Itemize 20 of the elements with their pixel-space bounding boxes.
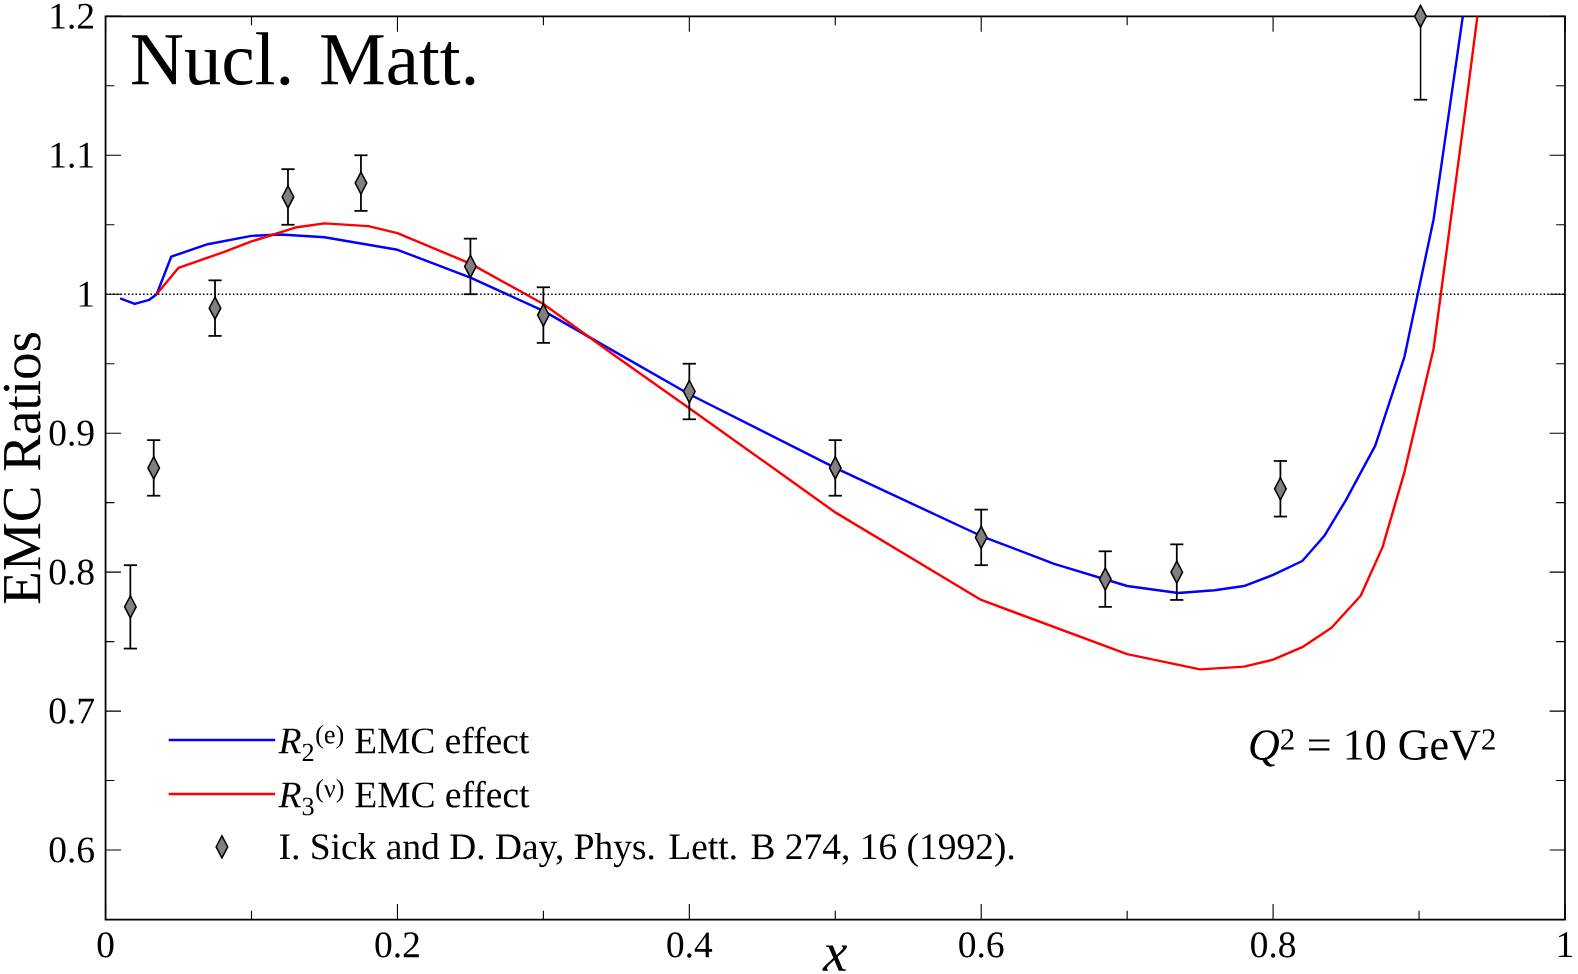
x-tick-label: 0.2 — [375, 932, 419, 958]
x-tick-label: 0.4 — [667, 932, 713, 958]
y-tick-label: 0.8 — [49, 559, 94, 585]
y-tick-label: 0.7 — [49, 698, 94, 724]
y-tick-label: 1.1 — [51, 142, 93, 168]
legend-label: R$_{3}$$^{(ν)}$ EMC effect — [278, 778, 530, 816]
legend-label: I. Sick and D. Day, Phys. Lett. B 274, 16 (1992). — [279, 832, 1014, 867]
x-tick-label: 1 — [1558, 932, 1573, 957]
x-axis-title: x — [822, 945, 848, 971]
annotation: Nucl. Matt. — [132, 32, 475, 86]
legend-label: R$_{2}$$^{(e)}$ EMC effect — [278, 724, 530, 761]
annotation: Q$^{2}$ = 10 GeV$^{2}$ — [1250, 728, 1495, 767]
y-tick-label: 1.2 — [51, 3, 93, 29]
x-tick-label: 0 — [97, 932, 114, 958]
y-tick-label: 0.6 — [49, 837, 94, 863]
y-axis-title: EMC Ratios — [3, 332, 41, 604]
y-tick-label: 0.9 — [49, 420, 94, 446]
x-tick-label: 0.6 — [959, 932, 1004, 958]
x-tick-label: 0.8 — [1251, 932, 1296, 958]
y-tick-label: 1 — [79, 281, 93, 307]
